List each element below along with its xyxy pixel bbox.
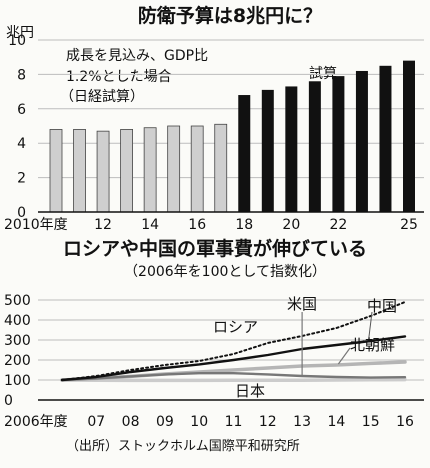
- bar-annotation-line-2: 1.2%とした場合: [66, 69, 172, 85]
- line-y-tick-label: 200: [4, 353, 31, 369]
- bar-x-tick-label: 2010年度: [4, 217, 68, 233]
- line-x-tick-label: 10: [190, 414, 208, 430]
- line-x-tick-label: 08: [122, 414, 140, 430]
- actual-bar: [143, 127, 157, 213]
- actual-bar: [120, 129, 133, 213]
- bar-unit-label: 兆円: [6, 25, 34, 41]
- forecast-bar: [308, 81, 321, 212]
- china-leader-line: [368, 311, 373, 340]
- line-y-tick-label: 400: [4, 313, 31, 329]
- actual-bar: [214, 123, 228, 213]
- bar-chart-title: 防衛予算は8兆円に？: [138, 4, 322, 27]
- bar-x-tick-label: 20: [282, 217, 300, 233]
- series-label: 米国: [287, 295, 317, 313]
- series-label: ロシア: [213, 318, 258, 336]
- actual-bar: [167, 125, 181, 213]
- line-series: [60, 301, 407, 383]
- actual-bar: [96, 130, 110, 213]
- line-y-tick-label: 0: [4, 393, 13, 409]
- bar-y-tick-label: 2: [17, 171, 26, 187]
- line-x-tick-label: 14: [327, 414, 345, 430]
- line-y-tick-label: 500: [4, 293, 31, 309]
- bar-x-tick-label: 12: [94, 217, 112, 233]
- bar-x-tick-label: 18: [235, 217, 253, 233]
- line-series-中国: [60, 335, 407, 382]
- bar-y-tick-label: 0: [17, 205, 26, 221]
- forecast-bar: [285, 86, 298, 212]
- forecast-bar: [403, 60, 415, 212]
- actual-bar: [190, 125, 204, 213]
- forecast-bar: [332, 76, 345, 213]
- line-chart-title: ロシアや中国の軍事費が伸びている: [63, 237, 367, 260]
- line-x-tick-labels: 2006年度 07 08 09 10 11 12 13 14 15 16: [4, 414, 414, 430]
- bar-y-tick-labels: 0 2 4 6 8 10: [8, 33, 26, 221]
- bar-x-tick-label: 25: [400, 217, 418, 233]
- bar-x-tick-label: 14: [141, 217, 159, 233]
- bar-y-tick-label: 4: [17, 136, 26, 152]
- line-y-tick-label: 300: [4, 333, 31, 349]
- forecast-bar: [379, 65, 392, 212]
- actual-bar: [49, 129, 63, 213]
- series-label: 北朝鮮: [350, 336, 395, 354]
- line-chart-subtitle: （2006年を100として指数化）: [124, 264, 326, 280]
- north-korea-leader-line: [337, 347, 351, 365]
- forecast-bar: [261, 89, 274, 212]
- line-x-tick-label: 12: [259, 414, 277, 430]
- line-series-日本: [60, 377, 407, 383]
- line-y-tick-labels: 0 100 200 300 400 500: [4, 293, 31, 409]
- line-x-tick-label: 07: [87, 414, 105, 430]
- line-x-tick-label: 09: [156, 414, 174, 430]
- line-x-tick-label: 13: [293, 414, 311, 430]
- source-note: （出所）ストックホルム国際平和研究所: [66, 439, 300, 454]
- bar-annotation-line-3: （日経試算）: [60, 89, 144, 105]
- line-x-tick-label: 11: [225, 414, 243, 430]
- bar-y-tick-label: 6: [17, 102, 26, 118]
- line-y-tick-label: 100: [4, 373, 31, 389]
- line-x-tick-label: 2006年度: [4, 414, 68, 430]
- line-x-tick-label: 15: [362, 414, 380, 430]
- series-label: 日本: [235, 382, 265, 400]
- forecast-bar: [238, 95, 251, 212]
- series-label: 中国: [367, 297, 397, 315]
- bar-x-tick-label: 16: [188, 217, 206, 233]
- bar-x-tick-label: 22: [329, 217, 347, 233]
- bar-y-tick-label: 8: [17, 67, 26, 83]
- line-series-米国: [60, 372, 407, 382]
- bar-y-tick-label: 10: [8, 33, 26, 49]
- actual-bar: [73, 129, 86, 213]
- forecast-bar: [355, 70, 368, 213]
- bar-x-tick-labels: 2010年度 12 14 16 18 20 22 25: [4, 217, 418, 233]
- bar-series: [49, 60, 415, 213]
- line-x-tick-label: 16: [396, 414, 414, 430]
- line-series-ロシア: [61, 301, 406, 381]
- bar-annotation-line-1: 成長を見込み、GDP比: [66, 48, 208, 64]
